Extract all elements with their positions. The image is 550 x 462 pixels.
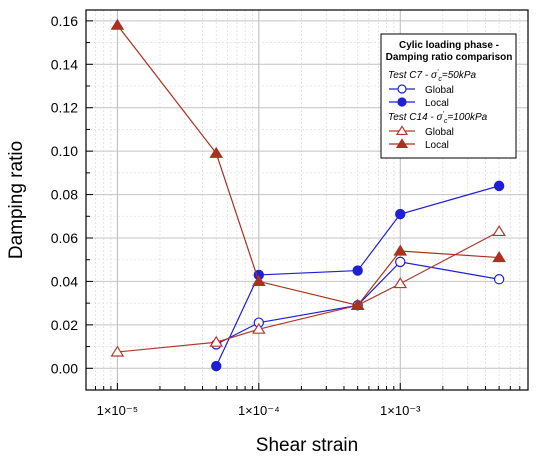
legend-swatch-marker	[397, 97, 407, 107]
legend-group-label: Test C7 - σ'c=50kPa	[388, 69, 476, 83]
data-point	[209, 146, 224, 158]
data-point	[493, 274, 505, 285]
y-tick-label: 0.02	[51, 317, 78, 333]
data-point	[251, 275, 266, 286]
data-point	[393, 244, 408, 256]
data-point	[211, 360, 222, 372]
y-tick-label: 0.16	[51, 13, 78, 29]
grid-lines	[85, 10, 529, 390]
y-tick-label: 0.06	[51, 230, 78, 246]
legend-swatch-marker	[397, 84, 407, 94]
data-point	[395, 256, 406, 268]
legend-swatch-marker	[395, 125, 409, 136]
plot-frame	[85, 9, 529, 391]
data-point	[493, 180, 505, 192]
y-tick-label: 0.00	[51, 360, 78, 376]
data-point	[395, 208, 406, 220]
x-tick-label: 1×10⁻⁴	[238, 403, 280, 418]
y-axis: 0.00 0.02 0.04 0.06 0.08 0.10 0.12 0.14 0.16	[51, 13, 93, 376]
data-point	[492, 225, 506, 237]
legend: Cylic loading phase -Damping ratio compa…	[380, 33, 517, 159]
data-point	[110, 345, 125, 357]
y-tick-label: 0.04	[51, 273, 78, 289]
data-point	[393, 277, 408, 289]
y-tick-label: 0.14	[51, 56, 78, 72]
legend-swatch-marker	[395, 138, 409, 149]
legend-entry-label: Global	[425, 85, 454, 96]
series-line	[117, 230, 500, 353]
legend-group-label: Test C14 - σ'c=100kPa	[388, 111, 488, 125]
data-point	[350, 298, 365, 310]
x-axis-label: Shear strain	[256, 435, 358, 456]
series-layer	[110, 18, 506, 372]
series-c14-global	[110, 225, 506, 357]
y-tick-label: 0.08	[51, 187, 78, 203]
series-line	[116, 24, 500, 306]
x-tick-label: 1×10⁻⁵	[97, 403, 139, 418]
x-tick-label: 1×10⁻³	[380, 403, 421, 418]
legend-box	[380, 33, 517, 159]
series-c7-local	[211, 180, 505, 372]
legend-entry-label: Global	[425, 127, 454, 138]
data-point	[209, 335, 224, 347]
legend-title: Cylic loading phase -	[399, 40, 499, 51]
series-c14-local	[110, 18, 506, 310]
data-point	[492, 251, 506, 263]
legend-entry-label: Local	[425, 140, 449, 151]
y-tick-label: 0.12	[51, 100, 78, 116]
legend-entry-label: Local	[425, 98, 449, 109]
legend-title: Damping ratio comparison	[386, 52, 513, 63]
y-tick-label: 0.10	[51, 143, 78, 159]
y-axis-label: Damping ratio	[6, 141, 27, 259]
x-axis: 1×10⁻⁵ 1×10⁻⁴ 1×10⁻³	[85, 383, 529, 418]
data-point	[352, 265, 363, 276]
data-point	[110, 18, 125, 30]
data-point	[251, 322, 266, 334]
